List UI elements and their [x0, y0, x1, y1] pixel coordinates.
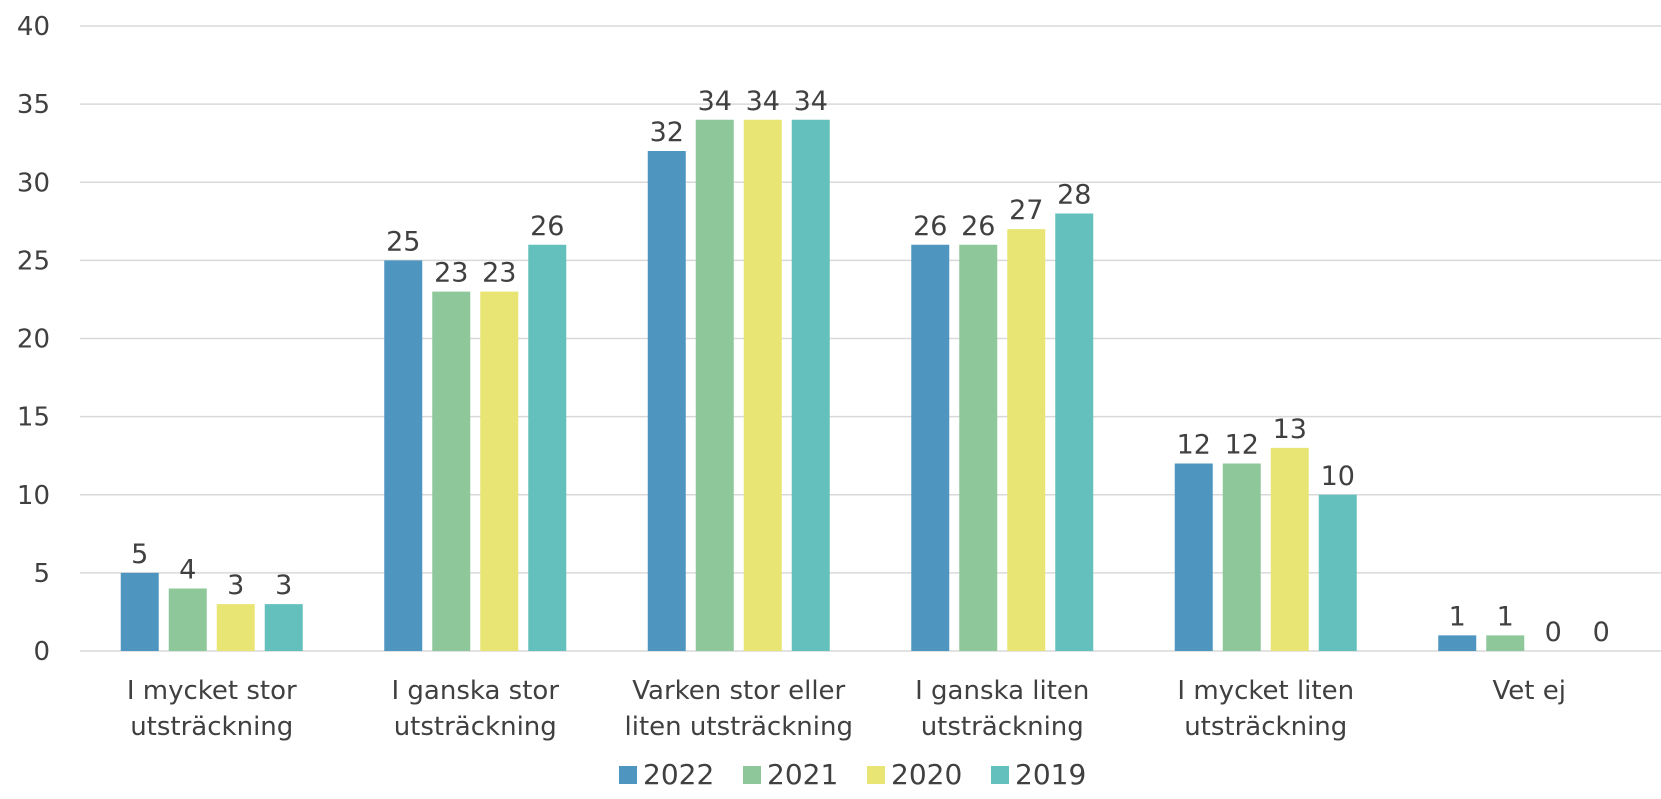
bar-2019	[1055, 213, 1094, 651]
data-label: 13	[1273, 414, 1307, 445]
bar-2021	[1222, 463, 1261, 651]
category-label: utsträckning	[394, 712, 557, 742]
category-label: Vet ej	[1493, 676, 1566, 706]
category-label: liten utsträckning	[625, 712, 853, 742]
data-label: 1	[1449, 601, 1466, 632]
bar-2020	[1270, 447, 1309, 651]
data-label: 28	[1057, 180, 1091, 211]
x-axis-categories: I mycket stor utsträckning I ganska stor ut…	[127, 676, 1566, 742]
legend-label: 2019	[1015, 758, 1086, 791]
bar-2022	[911, 244, 950, 651]
category-label: I mycket stor	[127, 676, 297, 706]
y-tick-label: 10	[17, 481, 50, 511]
data-label: 27	[1009, 195, 1043, 226]
data-label: 12	[1225, 430, 1259, 461]
category-label: I ganska liten	[915, 676, 1089, 706]
data-label: 10	[1321, 461, 1355, 492]
y-tick-label: 20	[17, 325, 50, 355]
bar-2022	[120, 572, 159, 651]
data-label: 5	[131, 539, 148, 570]
data-label: 12	[1177, 430, 1211, 461]
y-tick-label: 40	[17, 12, 50, 42]
y-tick-label: 30	[17, 168, 50, 198]
data-label: 26	[530, 211, 564, 242]
data-label: 3	[275, 570, 292, 601]
gridlines	[80, 25, 1661, 652]
legend-label: 2022	[643, 758, 714, 791]
y-tick-label: 25	[17, 246, 50, 276]
legend-label: 2020	[891, 758, 962, 791]
data-label: 1	[1497, 601, 1514, 632]
data-label: 0	[1593, 617, 1610, 648]
bar-2021	[168, 588, 207, 651]
y-tick-label: 5	[33, 559, 50, 589]
data-label: 34	[746, 86, 780, 117]
bar-2019	[528, 244, 567, 651]
category-label: Varken stor eller	[632, 676, 845, 706]
legend-swatch-2019	[991, 766, 1009, 784]
y-tick-label: 15	[17, 403, 50, 433]
data-label: 26	[961, 211, 995, 242]
data-label: 25	[386, 226, 420, 257]
data-label: 34	[794, 86, 828, 117]
bar-2021	[432, 291, 471, 651]
bar-2021	[695, 119, 734, 651]
y-tick-label: 0	[33, 637, 50, 667]
legend-swatch-2022	[619, 766, 637, 784]
bar-2022	[1174, 463, 1213, 651]
bar-2022	[647, 151, 686, 651]
category-label: I ganska stor	[391, 676, 559, 706]
category-label: I mycket liten	[1177, 676, 1354, 706]
bar-2020	[480, 291, 519, 651]
bar-2020	[1007, 229, 1046, 651]
data-label: 4	[179, 555, 196, 586]
legend: 2022 2021 2020 2019	[619, 758, 1086, 791]
data-label: 26	[913, 211, 947, 242]
bar-2019	[791, 119, 830, 651]
category-label: utsträckning	[130, 712, 293, 742]
bar-2020	[743, 119, 782, 651]
legend-label: 2021	[767, 758, 838, 791]
data-label: 0	[1545, 617, 1562, 648]
bars	[120, 119, 1525, 651]
category-label: utsträckning	[921, 712, 1084, 742]
y-tick-label: 35	[17, 90, 50, 120]
data-label: 32	[650, 117, 684, 148]
legend-swatch-2020	[867, 766, 885, 784]
data-label: 34	[698, 86, 732, 117]
bar-2021	[1486, 635, 1525, 651]
bar-2019	[1318, 494, 1357, 651]
data-label: 23	[482, 258, 516, 289]
data-label: 23	[434, 258, 468, 289]
category-label: utsträckning	[1184, 712, 1347, 742]
bar-2019	[264, 604, 303, 651]
bar-2022	[384, 260, 423, 651]
y-axis-ticks: 0 5 10 15 20 25 30 35 40	[17, 12, 50, 667]
legend-swatch-2021	[743, 766, 761, 784]
bar-2022	[1438, 635, 1477, 651]
data-label: 3	[227, 570, 244, 601]
bar-2020	[216, 604, 255, 651]
bar-2021	[959, 244, 998, 651]
